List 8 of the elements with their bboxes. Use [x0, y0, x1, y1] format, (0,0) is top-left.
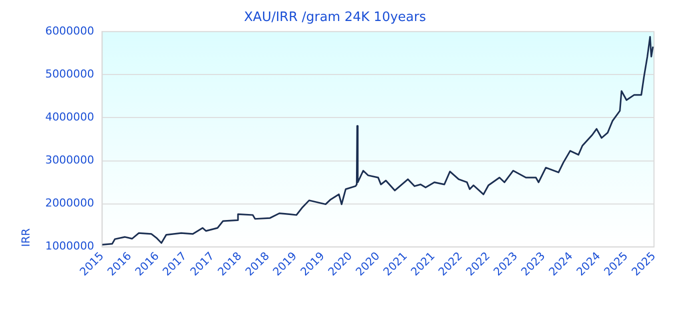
y-tick-label: 3000000: [45, 154, 94, 167]
y-tick-label: 5000000: [45, 68, 94, 81]
y-tick-label: 6000000: [45, 24, 94, 38]
y-axis-title: IRR: [19, 228, 32, 247]
y-tick-label: 4000000: [45, 110, 94, 124]
y-tick-label: 2000000: [45, 196, 94, 210]
chart-title: XAU/IRR /gram 24K 10years: [244, 10, 426, 26]
y-tick-label: 1000000: [45, 240, 94, 253]
